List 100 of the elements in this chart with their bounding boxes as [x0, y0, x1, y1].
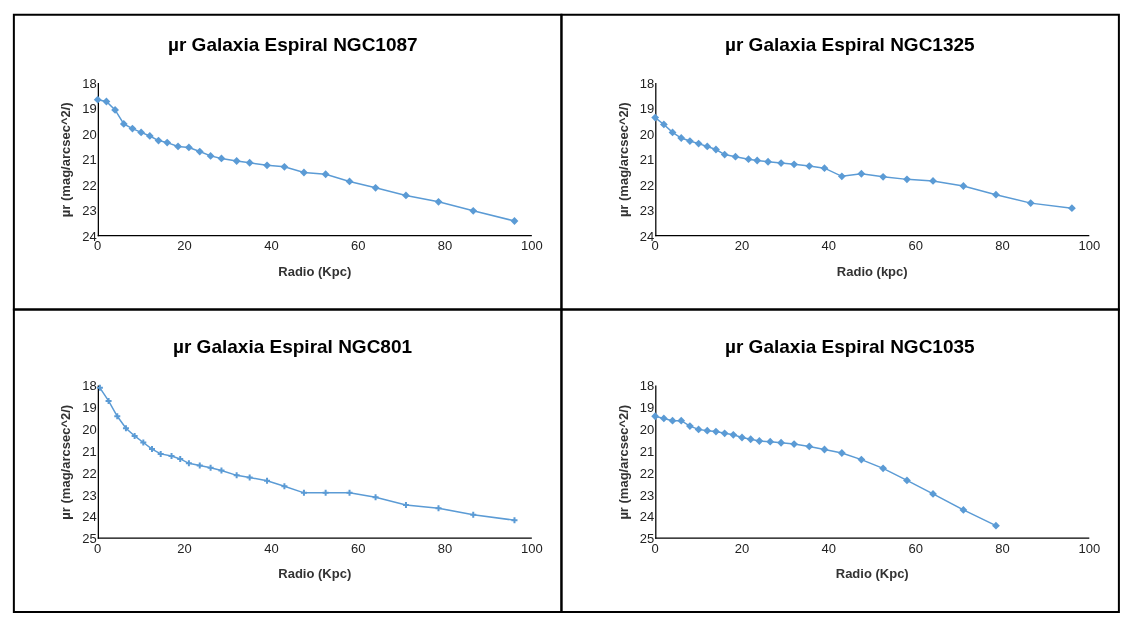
y-tick-label: 20 — [639, 421, 655, 437]
point — [140, 439, 147, 446]
point — [837, 172, 846, 181]
point — [245, 158, 254, 167]
y-tick-label: 19 — [639, 101, 655, 117]
x-tick-label: 60 — [350, 540, 366, 556]
y-axis-title: µr (mag/arcsec^2/) — [58, 102, 74, 218]
y-tick-label: 23 — [639, 203, 655, 219]
point — [659, 414, 668, 423]
point — [469, 206, 478, 215]
chart-title: µr Galaxia Espiral NGC801 — [173, 336, 413, 357]
y-tick-label: 22 — [639, 465, 655, 481]
point — [903, 476, 911, 485]
x-tick-label: 20 — [734, 238, 750, 254]
x-tick-label: 40 — [821, 540, 837, 556]
y-tick-label: 24 — [82, 509, 97, 525]
x-tick-label: 60 — [908, 238, 923, 254]
y-tick-label: 18 — [82, 75, 97, 91]
point — [96, 384, 103, 391]
point — [196, 462, 203, 469]
point — [857, 455, 866, 464]
y-tick-label: 21 — [82, 443, 97, 459]
point — [677, 416, 686, 425]
y-axis-title: µr (mag/arcsec^2/) — [58, 404, 74, 520]
point — [105, 397, 112, 404]
point — [790, 160, 798, 169]
point — [686, 137, 694, 145]
point — [738, 433, 746, 442]
point — [790, 440, 798, 448]
x-axis-title: Radio (kpc) — [836, 263, 908, 279]
point — [372, 494, 379, 501]
point — [720, 150, 729, 159]
point — [402, 501, 409, 508]
point — [879, 172, 887, 181]
point — [755, 437, 764, 445]
chart-title: µr Galaxia Espiral NGC1087 — [168, 34, 418, 55]
x-tick-label: 40 — [821, 238, 837, 254]
y-tick-label: 23 — [82, 487, 97, 503]
point — [805, 162, 814, 170]
point — [111, 106, 119, 114]
point — [157, 450, 164, 457]
point — [712, 145, 720, 154]
point — [470, 511, 477, 518]
point — [322, 489, 329, 496]
point — [217, 154, 226, 163]
x-tick-label: 100 — [521, 540, 543, 556]
point — [119, 120, 128, 128]
point — [703, 142, 712, 151]
point — [122, 425, 129, 432]
point — [145, 132, 154, 140]
point — [131, 432, 138, 439]
point — [686, 422, 694, 430]
x-tick-label: 80 — [995, 540, 1010, 556]
point — [280, 162, 289, 171]
point — [185, 460, 192, 467]
x-tick-label: 100 — [1078, 238, 1101, 254]
point — [510, 217, 519, 225]
point — [992, 521, 1000, 530]
point — [263, 161, 271, 170]
point — [232, 157, 241, 165]
y-tick-label: 19 — [639, 400, 655, 416]
x-tick-label: 20 — [734, 540, 750, 556]
x-tick-label: 60 — [908, 540, 923, 556]
point — [1026, 199, 1035, 208]
point — [264, 477, 271, 484]
x-tick-label: 80 — [437, 238, 453, 254]
point — [114, 413, 121, 420]
y-tick-label: 18 — [639, 75, 655, 91]
x-axis-title: Radio (Kpc) — [835, 566, 909, 582]
point — [694, 425, 703, 434]
x-tick-label: 100 — [521, 238, 543, 254]
point — [731, 152, 740, 161]
y-tick-label: 22 — [82, 465, 97, 481]
x-tick-label: 80 — [437, 540, 453, 556]
point — [668, 128, 677, 137]
point — [184, 143, 193, 152]
point — [137, 128, 146, 137]
x-tick-label: 40 — [264, 540, 279, 556]
y-tick-label: 22 — [639, 177, 655, 193]
point — [148, 446, 155, 453]
point — [959, 506, 968, 514]
point — [128, 124, 137, 133]
point — [195, 147, 204, 156]
point — [93, 95, 102, 104]
point — [903, 175, 911, 184]
point — [233, 472, 240, 479]
y-tick-label: 22 — [82, 177, 97, 193]
point — [1068, 204, 1076, 213]
y-tick-label: 24 — [639, 509, 655, 525]
point — [168, 453, 175, 460]
point — [371, 183, 380, 192]
y-tick-label: 21 — [639, 443, 655, 459]
point — [766, 437, 775, 446]
point — [246, 474, 253, 481]
x-tick-label: 80 — [995, 238, 1010, 254]
x-axis-title: Radio (Kpc) — [278, 566, 352, 582]
point — [805, 442, 814, 451]
x-axis-title: Radio (Kpc) — [278, 263, 352, 279]
point — [163, 138, 172, 147]
y-axis-title: µr (mag/arcsec^2/) — [615, 404, 631, 520]
